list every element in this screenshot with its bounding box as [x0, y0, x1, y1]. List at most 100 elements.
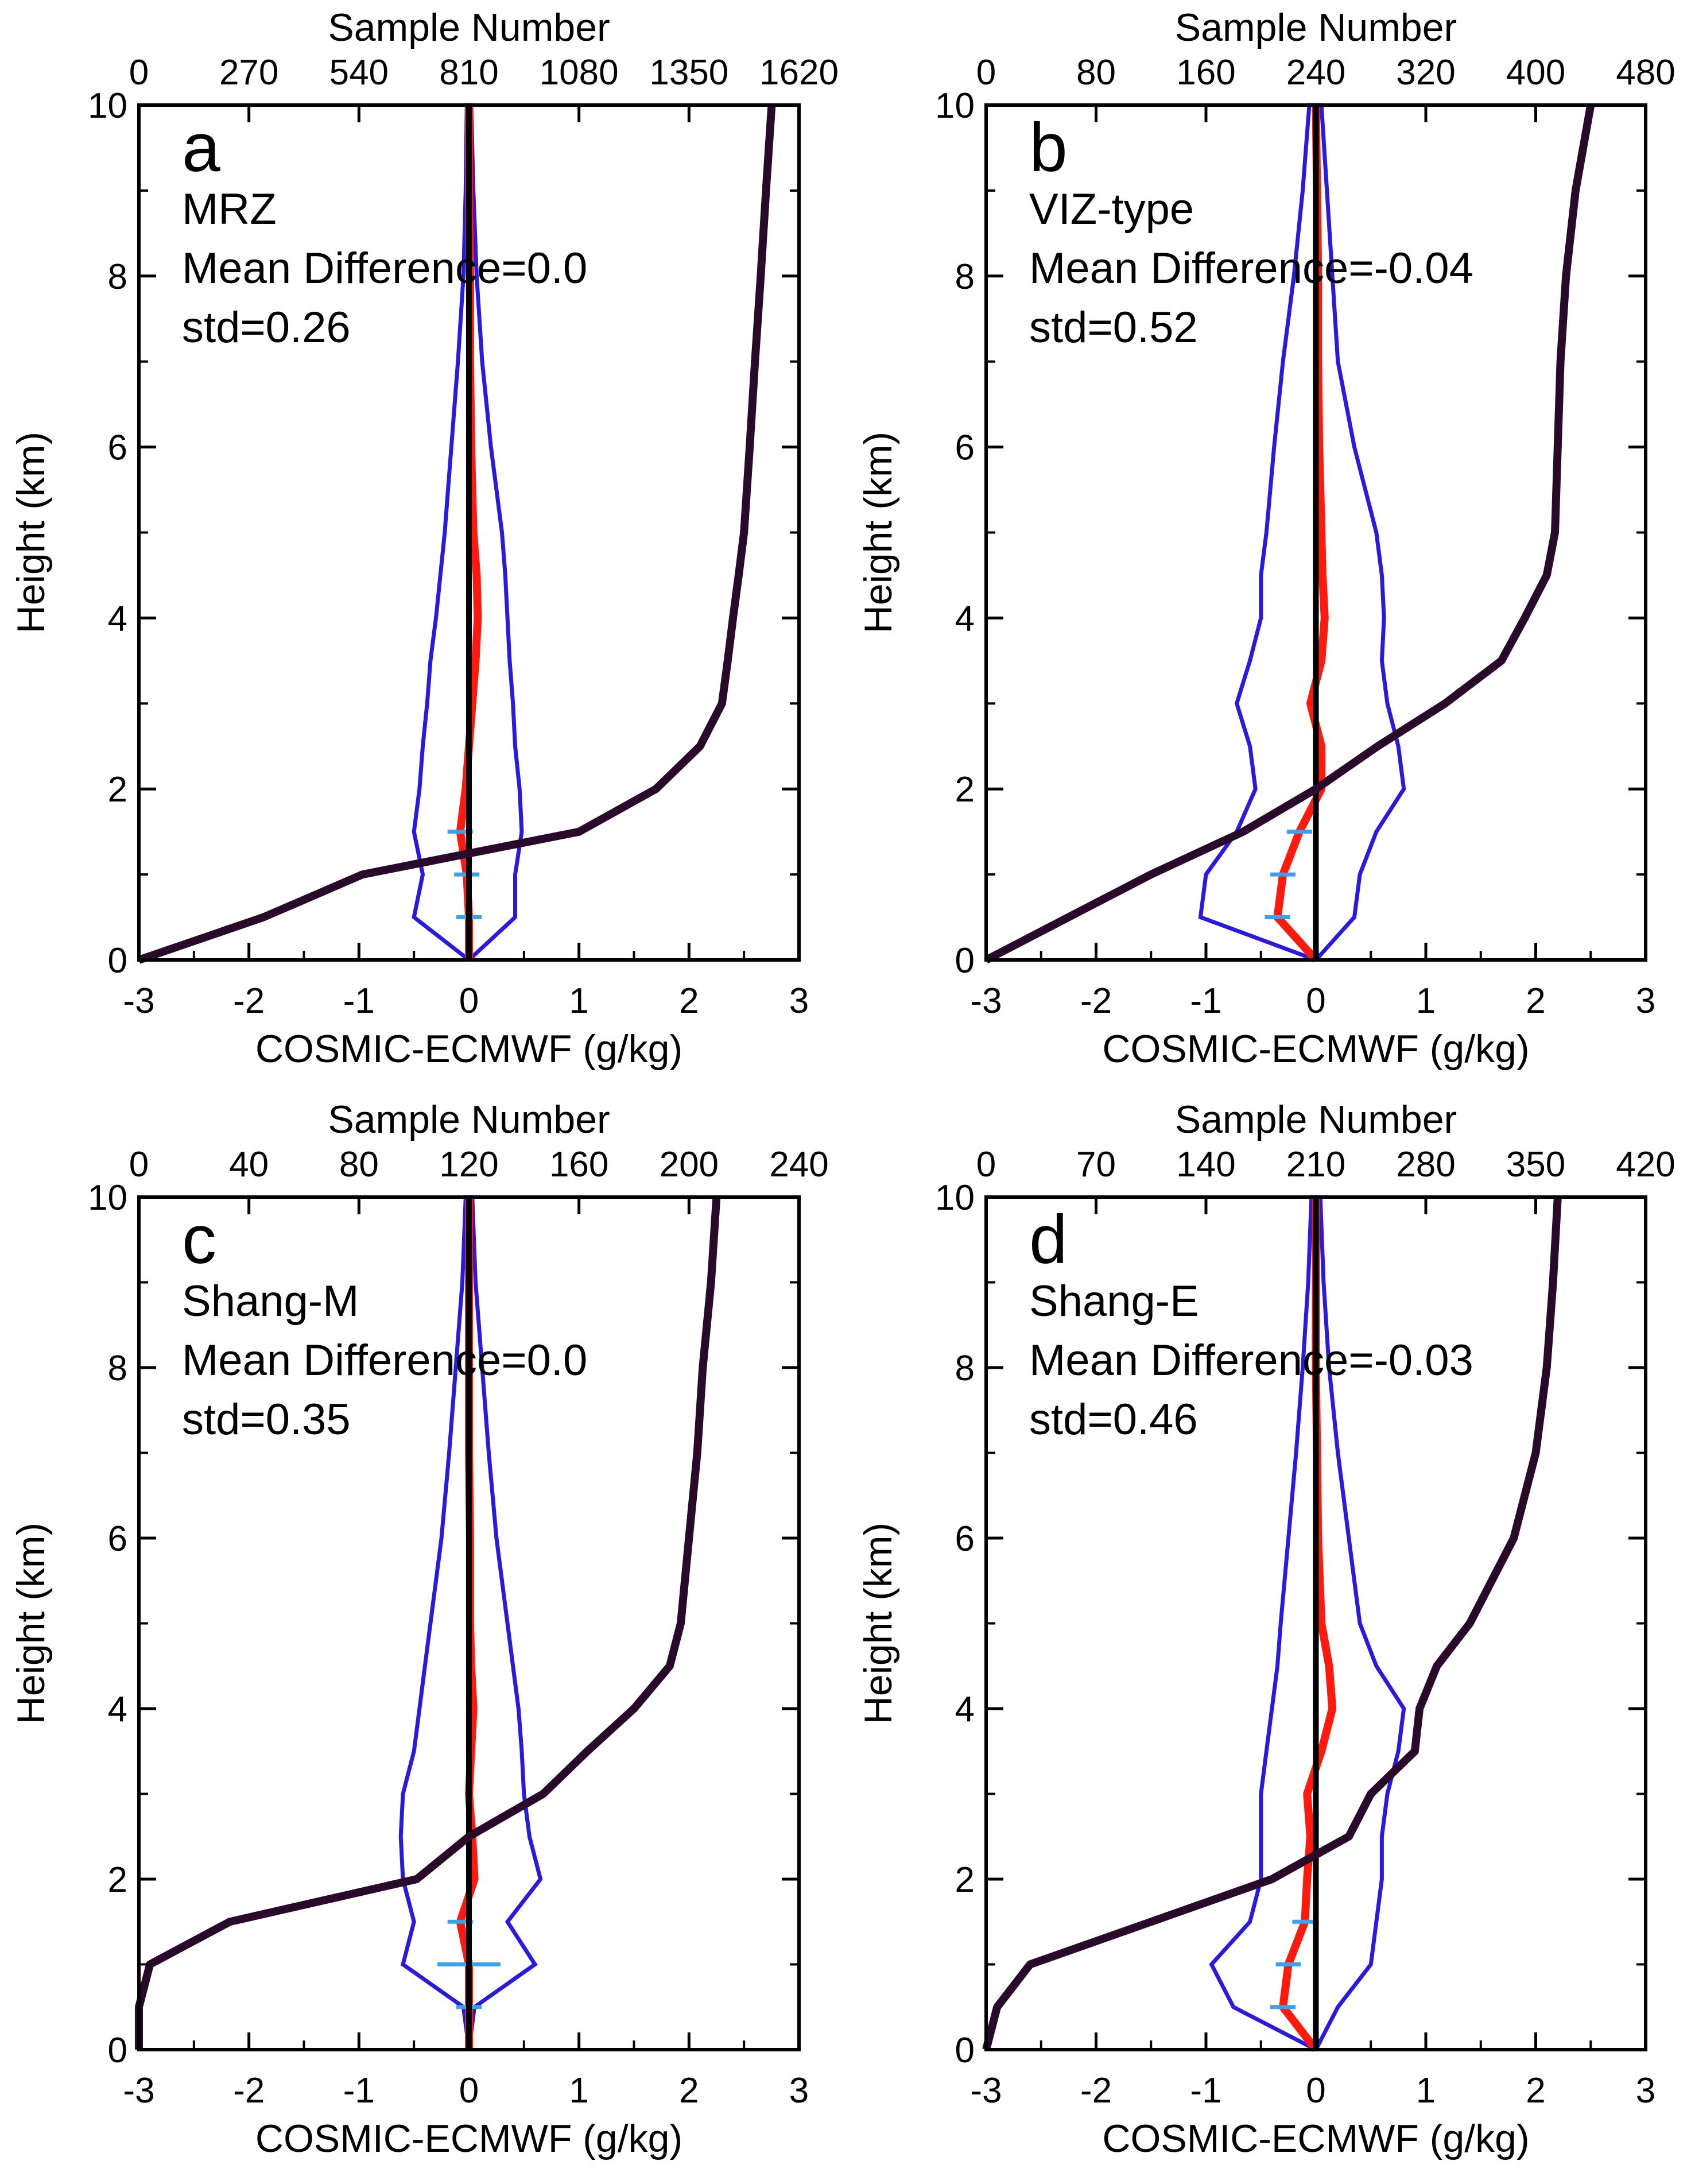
top-tick-label: 270	[219, 53, 278, 92]
x-tick-label: -3	[970, 981, 1002, 1021]
mean-difference-text: Mean Difference=0.0	[182, 244, 587, 293]
y-axis-title: Height (km)	[9, 1523, 53, 1724]
top-tick-label: 240	[769, 1145, 828, 1184]
sample-number-line	[137, 104, 776, 964]
x-tick-label: -3	[970, 2071, 1002, 2111]
panel-letter: d	[1029, 1201, 1068, 1278]
top-tick-label: 280	[1396, 1145, 1455, 1184]
top-tick-label: 1350	[649, 53, 728, 92]
top-tick-label: 80	[1076, 53, 1116, 92]
top-tick-label: 1080	[540, 53, 619, 92]
y-tick-label: 6	[108, 1519, 127, 1559]
y-tick-label: 8	[955, 257, 975, 297]
x-tick-label: 3	[789, 981, 809, 1021]
top-tick-label: 0	[976, 53, 996, 92]
y-tick-label: 4	[108, 599, 127, 638]
x-tick-label: 3	[789, 2071, 809, 2111]
top-tick-label: 160	[549, 1145, 608, 1184]
panel-d: -3 -2 -1 0 1 2 3 0 70 140 210 280 350 420 0 2 4 6 8 10 COSMI…	[856, 1098, 1676, 2160]
y-axis-title: Height (km)	[856, 1523, 900, 1724]
y-tick-label: 4	[108, 1690, 127, 1729]
std-text: std=0.35	[182, 1395, 351, 1444]
x-axis-title: COSMIC-ECMWF (g/kg)	[255, 1027, 682, 1071]
x-tick-label: -1	[1190, 981, 1221, 1021]
top-tick-label: 0	[129, 1145, 149, 1184]
mean-difference-text: Mean Difference=-0.04	[1029, 244, 1473, 293]
y-tick-label: 6	[108, 428, 127, 468]
y-tick-label: 10	[935, 86, 975, 126]
x-tick-label: 2	[1526, 2071, 1545, 2111]
x-tick-label: 1	[569, 981, 588, 1021]
top-tick-label: 0	[976, 1145, 996, 1184]
top-tick-label: 80	[339, 1145, 379, 1184]
panel-label: MRZ	[182, 185, 277, 234]
std-text: std=0.52	[1029, 303, 1198, 352]
x-tick-label: -3	[123, 2071, 154, 2111]
x-tick-label: 1	[1416, 2071, 1436, 2111]
panel-b: -3 -2 -1 0 1 2 3 0 80 160 240 320 400 480 0 2 4 6 8 10 COSMI…	[856, 6, 1676, 1071]
x-tick-label: 0	[1306, 2071, 1325, 2111]
x-tick-label: 3	[1636, 2071, 1655, 2111]
y-tick-label: 6	[955, 1519, 975, 1559]
x-tick-label: -1	[343, 2071, 375, 2111]
top-axis-title: Sample Number	[328, 1098, 610, 1141]
top-axis-title: Sample Number	[1175, 1098, 1457, 1141]
mean-difference-text: Mean Difference=0.0	[182, 1336, 587, 1385]
y-tick-label: 0	[955, 2031, 975, 2070]
top-tick-label: 420	[1616, 1145, 1675, 1184]
panel-letter: c	[182, 1201, 216, 1278]
y-tick-label: 2	[955, 1860, 975, 1900]
x-tick-label: 2	[679, 2071, 699, 2111]
panel-label: Shang-E	[1029, 1277, 1199, 1326]
x-tick-label: -3	[123, 981, 154, 1021]
panel-label: Shang-M	[182, 1277, 359, 1326]
x-tick-label: 2	[679, 981, 699, 1021]
mean-difference-text: Mean Difference=-0.03	[1029, 1336, 1473, 1385]
top-tick-label: 540	[329, 53, 389, 92]
top-axis-title: Sample Number	[1175, 6, 1457, 49]
y-tick-label: 0	[108, 2031, 127, 2070]
y-tick-label: 2	[108, 770, 127, 810]
y-tick-label: 8	[955, 1349, 975, 1388]
top-tick-label: 810	[439, 53, 498, 92]
top-tick-label: 350	[1506, 1145, 1565, 1184]
sample-number-line	[135, 1196, 721, 2050]
y-tick-label: 4	[955, 1690, 975, 1729]
top-tick-label: 40	[229, 1145, 269, 1184]
x-tick-label: 0	[459, 981, 479, 1021]
top-axis-title: Sample Number	[328, 6, 610, 49]
x-tick-label: -2	[233, 981, 265, 1021]
y-tick-label: 8	[108, 257, 127, 297]
top-tick-label: 120	[439, 1145, 498, 1184]
panel-label: VIZ-type	[1029, 185, 1194, 234]
panel-a: -3 -2 -1 0 1 2 30 270 540 810 1080 1350 16200246810C…	[9, 6, 839, 1071]
y-tick-label: 4	[955, 599, 975, 638]
y-tick-label: 2	[955, 770, 975, 810]
x-tick-label: 0	[1306, 981, 1325, 1021]
y-tick-label: 8	[108, 1349, 127, 1388]
y-tick-label: 0	[955, 941, 975, 981]
panel-letter: a	[182, 109, 220, 186]
x-tick-label: 1	[1416, 981, 1436, 1021]
top-tick-label: 320	[1396, 53, 1455, 92]
std-text: std=0.46	[1029, 1395, 1198, 1444]
top-tick-label: 140	[1176, 1145, 1235, 1184]
top-tick-label: 400	[1506, 53, 1565, 92]
x-tick-label: -2	[1080, 2071, 1112, 2111]
x-tick-label: 1	[569, 2071, 588, 2111]
x-axis-title: COSMIC-ECMWF (g/kg)	[1102, 2117, 1529, 2160]
sample-number-line	[984, 104, 1595, 964]
x-tick-label: -1	[343, 981, 375, 1021]
top-tick-label: 200	[660, 1145, 719, 1184]
y-tick-label: 2	[108, 1860, 127, 1900]
std-text: std=0.26	[182, 303, 351, 352]
top-tick-label: 480	[1616, 53, 1675, 92]
y-axis-title: Height (km)	[856, 432, 900, 633]
y-tick-label: 6	[955, 428, 975, 468]
top-tick-label: 0	[129, 53, 149, 92]
top-tick-label: 70	[1076, 1145, 1116, 1184]
top-tick-label: 210	[1286, 1145, 1345, 1184]
x-tick-label: 2	[1526, 981, 1545, 1021]
y-tick-label: 10	[88, 1178, 127, 1218]
